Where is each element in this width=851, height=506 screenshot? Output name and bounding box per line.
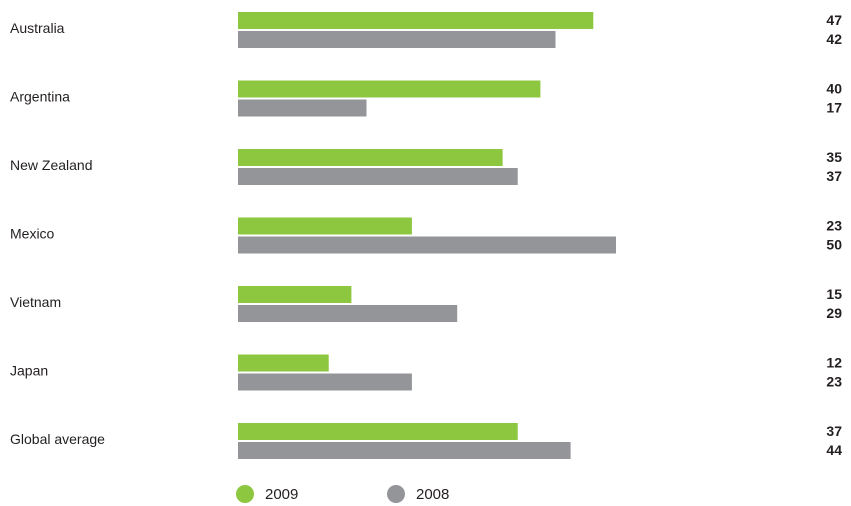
chart-rows: Australia 47 42 Argentina 40 17 New Zealand 35 3… bbox=[10, 12, 842, 459]
chart-row: Japan 12 23 bbox=[10, 354, 842, 391]
bar-2008 bbox=[238, 305, 458, 322]
value-label-2009: 47 bbox=[826, 12, 842, 28]
value-label-2008: 17 bbox=[826, 100, 842, 116]
category-label: New Zealand bbox=[10, 157, 93, 173]
legend: 2009 2008 bbox=[236, 485, 449, 503]
bar-2009 bbox=[238, 80, 541, 98]
bar-2008 bbox=[238, 373, 412, 391]
value-label-2009: 15 bbox=[826, 286, 842, 302]
value-label-2009: 40 bbox=[826, 81, 842, 97]
value-label-2008: 29 bbox=[826, 305, 842, 321]
chart-row: New Zealand 35 37 bbox=[10, 149, 842, 185]
legend-label: 2009 bbox=[265, 486, 298, 503]
value-label-2008: 37 bbox=[826, 168, 842, 184]
chart-row: Australia 47 42 bbox=[10, 12, 842, 48]
value-label-2008: 23 bbox=[826, 374, 842, 390]
category-label: Global average bbox=[10, 431, 105, 447]
bar-2009 bbox=[238, 217, 412, 235]
bar-2009 bbox=[238, 12, 594, 29]
bar-2008 bbox=[238, 236, 616, 254]
chart-row: Argentina 40 17 bbox=[10, 80, 842, 117]
value-label-2009: 12 bbox=[826, 355, 842, 371]
bar-2008 bbox=[238, 99, 367, 117]
bar-2009 bbox=[238, 149, 503, 166]
legend-label: 2008 bbox=[416, 486, 449, 503]
category-label: Vietnam bbox=[10, 294, 61, 310]
legend-swatch bbox=[236, 485, 254, 503]
bar-2008 bbox=[238, 168, 518, 185]
bar-2008 bbox=[238, 31, 556, 48]
value-label-2008: 42 bbox=[826, 31, 842, 47]
chart-row: Global average 37 44 bbox=[10, 423, 842, 459]
category-label: Japan bbox=[10, 363, 48, 379]
value-label-2008: 44 bbox=[826, 442, 842, 458]
legend-item-2008: 2008 bbox=[387, 485, 449, 503]
value-label-2009: 23 bbox=[826, 218, 842, 234]
bar-2008 bbox=[238, 442, 571, 459]
category-label: Argentina bbox=[10, 89, 70, 105]
bar-2009 bbox=[238, 286, 352, 303]
bar-2009 bbox=[238, 354, 329, 372]
category-label: Australia bbox=[10, 20, 65, 36]
chart-row: Vietnam 15 29 bbox=[10, 286, 842, 322]
value-label-2009: 35 bbox=[826, 149, 842, 165]
legend-swatch bbox=[387, 485, 405, 503]
chart-row: Mexico 23 50 bbox=[10, 217, 842, 254]
bar-2009 bbox=[238, 423, 518, 440]
legend-item-2009: 2009 bbox=[236, 485, 298, 503]
value-label-2008: 50 bbox=[826, 237, 842, 253]
value-label-2009: 37 bbox=[826, 423, 842, 439]
category-label: Mexico bbox=[10, 226, 55, 242]
